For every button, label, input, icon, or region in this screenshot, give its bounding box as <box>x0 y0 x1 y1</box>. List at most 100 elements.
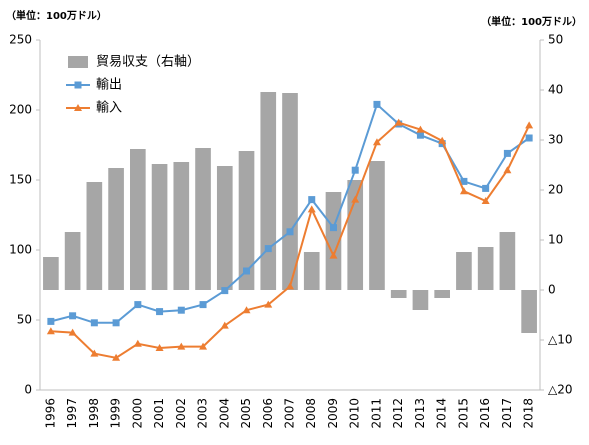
marker <box>242 306 251 314</box>
y2-tick-label: 20 <box>548 183 563 197</box>
bar <box>151 164 168 290</box>
marker <box>308 196 316 204</box>
marker <box>503 166 512 174</box>
marker <box>525 134 533 142</box>
marker <box>133 339 142 347</box>
bar <box>282 93 298 290</box>
x-tick-label: 2005 <box>239 398 253 429</box>
marker <box>503 149 511 157</box>
y2-tick-label: △10 <box>548 333 573 347</box>
legend-label: 貿易収支（右軸） <box>96 55 200 70</box>
marker <box>112 353 121 361</box>
y-tick-label: 0 <box>24 383 32 397</box>
x-tick-label: 2011 <box>369 398 383 429</box>
marker <box>68 328 77 336</box>
marker <box>525 121 534 129</box>
bar <box>108 168 124 290</box>
legend-label: 輸出 <box>96 78 122 93</box>
x-tick-label: 2007 <box>283 398 297 429</box>
marker <box>47 317 55 325</box>
marker <box>416 131 424 139</box>
x-tick-label: 2003 <box>196 398 210 429</box>
y2-tick-label: 10 <box>548 233 563 247</box>
legend-marker <box>74 81 82 89</box>
marker <box>156 308 164 316</box>
marker <box>329 224 337 232</box>
bar <box>369 161 385 290</box>
marker <box>416 125 425 133</box>
bar <box>521 290 537 333</box>
bar <box>216 166 233 290</box>
y-tick-label: 200 <box>9 103 32 117</box>
x-tick-label: 2018 <box>522 398 536 429</box>
y2-unit-label: （単位：100万ドル） <box>481 15 582 28</box>
x-tick-label: 2008 <box>304 398 318 429</box>
y2-tick-label: 0 <box>548 283 556 297</box>
bar <box>456 252 472 290</box>
marker <box>90 349 99 357</box>
marker <box>177 306 185 314</box>
bar <box>390 290 407 298</box>
marker <box>481 197 490 204</box>
y2-tick-label: △20 <box>548 383 573 397</box>
x-tick-label: 2006 <box>261 398 275 429</box>
marker <box>220 321 229 329</box>
x-tick-label: 2002 <box>174 398 188 429</box>
legend-swatch <box>68 56 88 68</box>
x-tick-label: 2000 <box>130 398 144 429</box>
bar <box>86 182 103 290</box>
marker <box>177 342 186 350</box>
bar <box>303 252 320 290</box>
y-tick-label: 150 <box>9 173 32 187</box>
bar <box>173 162 190 290</box>
y-tick-label: 50 <box>17 313 32 327</box>
x-tick-label: 2015 <box>456 398 470 429</box>
marker <box>264 300 273 308</box>
legend-marker <box>74 104 82 111</box>
y2-tick-label: 50 <box>548 33 563 47</box>
marker <box>438 136 447 144</box>
marker <box>372 138 381 146</box>
marker <box>394 118 403 126</box>
x-tick-label: 1999 <box>109 398 123 429</box>
y-tick-label: 100 <box>9 243 32 257</box>
x-tick-label: 2009 <box>326 398 340 429</box>
marker <box>329 251 338 259</box>
bar <box>195 148 211 290</box>
y2-tick-label: 30 <box>548 133 563 147</box>
marker <box>264 245 272 253</box>
bar <box>434 290 450 298</box>
x-tick-label: 2004 <box>217 398 231 429</box>
marker <box>90 319 98 327</box>
bar <box>477 247 494 290</box>
marker <box>482 184 490 192</box>
y-unit-label: （単位：100万ドル） <box>6 9 107 22</box>
bar <box>64 232 81 290</box>
marker <box>351 166 359 174</box>
marker <box>112 319 120 327</box>
marker <box>243 267 251 275</box>
y-tick-label: 250 <box>9 33 32 47</box>
bar <box>412 290 429 310</box>
bar <box>130 149 146 290</box>
x-tick-label: 2012 <box>391 398 405 429</box>
marker <box>373 100 381 108</box>
x-tick-label: 1998 <box>87 398 101 429</box>
marker <box>351 195 360 203</box>
x-tick-label: 2010 <box>348 398 362 429</box>
marker <box>134 301 142 309</box>
marker <box>307 205 316 213</box>
marker <box>155 344 164 351</box>
x-tick-label: 2013 <box>413 398 427 429</box>
y2-tick-label: 40 <box>548 83 563 97</box>
bar <box>43 257 59 290</box>
x-tick-label: 2001 <box>152 398 166 429</box>
marker <box>459 187 468 195</box>
legend-label: 輸入 <box>96 101 122 116</box>
marker <box>221 287 229 295</box>
bar <box>238 151 255 290</box>
marker <box>199 301 207 309</box>
bar <box>260 92 277 290</box>
x-tick-label: 2014 <box>435 398 449 429</box>
